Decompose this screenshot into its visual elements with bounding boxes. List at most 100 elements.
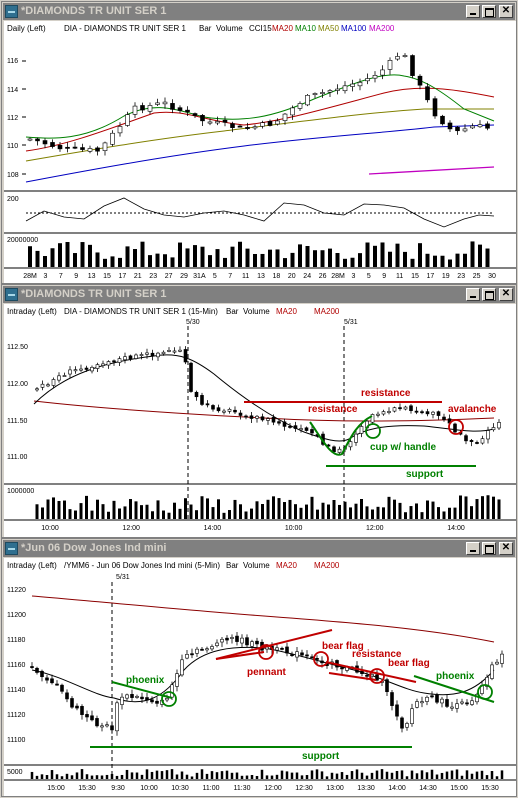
price-bar-body: [435, 694, 439, 703]
title-bar[interactable]: *Jun 06 Dow Jones Ind mini ✕: [3, 540, 515, 557]
volume-bar: [245, 248, 250, 267]
price-bar-body: [35, 667, 39, 673]
close-button[interactable]: ✕: [499, 288, 513, 301]
header-ind-ma100: MA100: [341, 24, 367, 33]
chart-app-icon[interactable]: [5, 288, 18, 301]
price-bar-body: [500, 653, 504, 664]
price-bar-body: [348, 441, 353, 448]
volume-bar: [205, 773, 209, 779]
volume-bar: [448, 507, 451, 519]
price-bar-body: [162, 101, 168, 105]
price-bar-body: [398, 407, 402, 410]
minimize-button[interactable]: [466, 5, 480, 18]
ym-5min-window[interactable]: *Jun 06 Dow Jones Ind mini ✕ Intraday (L…: [1, 538, 517, 797]
volume-bar: [376, 506, 380, 519]
price-bar-body: [495, 661, 499, 665]
price-bar-body: [130, 694, 134, 698]
time-axis-tick: 15:30: [78, 785, 96, 792]
volume-bar: [415, 773, 419, 779]
price-bar-body: [80, 706, 84, 715]
price-bar-body: [392, 407, 397, 412]
volume-bar: [450, 770, 454, 779]
volume-bar: [85, 495, 88, 519]
volume-bar: [79, 503, 83, 519]
volume-bar: [173, 502, 176, 519]
price-bar-body: [222, 119, 228, 123]
window-title: *DIAMONDS TR UNIT SER 1: [21, 5, 167, 17]
support-label: support: [302, 751, 340, 762]
maximize-button[interactable]: [482, 542, 496, 555]
volume-bar: [387, 496, 391, 519]
price-bar-body: [85, 714, 89, 718]
minimize-button[interactable]: [466, 288, 480, 301]
intraday-15min-window[interactable]: *DIAMONDS TR UNIT SER 1 ✕ Intraday (Left…: [1, 284, 517, 538]
volume-bar: [195, 772, 199, 779]
header-symbol: DIA - DIAMONDS TR UNIT SER 1: [64, 24, 186, 33]
price-bar-body: [305, 94, 310, 106]
volume-bar: [210, 771, 214, 779]
cup-handle-label: cup w/ handle: [370, 442, 437, 453]
volume-bar: [305, 246, 310, 267]
price-bar-body: [51, 379, 56, 386]
chart-app-icon[interactable]: [5, 542, 18, 555]
volume-bar: [345, 774, 349, 779]
close-button[interactable]: ✕: [499, 542, 513, 555]
volume-bar: [268, 249, 272, 267]
volume-bar: [250, 508, 253, 519]
bear-flag-line: [328, 672, 377, 681]
intraday-15min-chart[interactable]: Intraday (Left) DIA - DIAMONDS TR UNIT S…: [4, 304, 516, 537]
volume-bar: [160, 771, 164, 779]
volume-bar: [485, 775, 489, 779]
time-axis-tick: 9: [74, 273, 78, 280]
volume-bar: [200, 769, 204, 779]
price-bar-body: [335, 88, 340, 91]
time-axis-tick: 30: [488, 273, 496, 280]
price-bar-body: [175, 673, 179, 687]
volume-bar: [403, 251, 407, 267]
price-bar-body: [50, 142, 55, 147]
price-bar-body: [65, 692, 69, 700]
title-bar[interactable]: *DIAMONDS TR UNIT SER 1 ✕: [3, 286, 515, 303]
volume-bar: [88, 244, 92, 267]
title-bar[interactable]: *DIAMONDS TR UNIT SER 1 ✕: [3, 3, 515, 20]
minimize-button[interactable]: [466, 542, 480, 555]
volume-bar: [354, 503, 358, 519]
volume-bar: [448, 259, 452, 267]
maximize-button[interactable]: [482, 5, 496, 18]
volume-bar: [155, 253, 160, 267]
price-bar-body: [415, 701, 419, 708]
price-bar-body: [447, 122, 453, 130]
price-bar-body: [220, 638, 224, 643]
ym-5min-chart[interactable]: Intraday (Left) /YMM6 - Jun 06 Dow Jones…: [4, 558, 516, 796]
volume-bar: [431, 501, 435, 519]
maximize-button[interactable]: [482, 288, 496, 301]
daily-price-chart[interactable]: Daily (Left) DIA - DIAMONDS TR UNIT SER …: [4, 21, 516, 283]
volume-bar: [316, 509, 319, 519]
header-ind-ma200: MA200: [314, 561, 340, 570]
chart-app-icon[interactable]: [5, 5, 18, 18]
volume-bar: [167, 512, 171, 519]
volume-bar: [35, 504, 39, 519]
close-button[interactable]: ✕: [499, 5, 513, 18]
price-bar-body: [145, 697, 149, 701]
price-bar-body: [161, 351, 166, 355]
price-bar-body: [120, 696, 124, 705]
price-tick: 112: [7, 115, 18, 122]
price-bar-body: [249, 415, 254, 419]
volume-bar: [125, 769, 129, 779]
price-bar-body: [125, 694, 129, 699]
price-bar-body: [485, 677, 489, 687]
time-axis-tick: 25: [473, 273, 481, 280]
time-axis-tick: 27: [165, 273, 173, 280]
time-axis-tick: 26: [319, 273, 327, 280]
volume-bar: [365, 506, 369, 519]
price-tick: 111.00: [7, 454, 27, 461]
price-bar-body: [180, 659, 184, 676]
volume-bar: [123, 506, 127, 519]
price-bar-body: [266, 418, 270, 421]
bear-flag-label: bear flag: [388, 658, 430, 669]
price-bar-body: [45, 677, 49, 681]
price-bar-body: [405, 723, 409, 728]
volume-bar: [90, 510, 94, 519]
daily-chart-window[interactable]: *DIAMONDS TR UNIT SER 1 ✕ Daily (Left) D…: [1, 1, 517, 284]
